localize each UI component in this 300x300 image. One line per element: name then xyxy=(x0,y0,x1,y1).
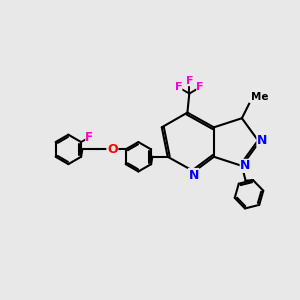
Text: F: F xyxy=(185,76,193,86)
Text: F: F xyxy=(85,131,93,144)
Text: N: N xyxy=(240,159,250,172)
Text: N: N xyxy=(188,169,199,182)
Text: N: N xyxy=(257,134,267,147)
Text: F: F xyxy=(175,82,182,92)
Text: F: F xyxy=(196,82,204,92)
Text: O: O xyxy=(107,143,118,156)
Text: Me: Me xyxy=(250,92,268,102)
